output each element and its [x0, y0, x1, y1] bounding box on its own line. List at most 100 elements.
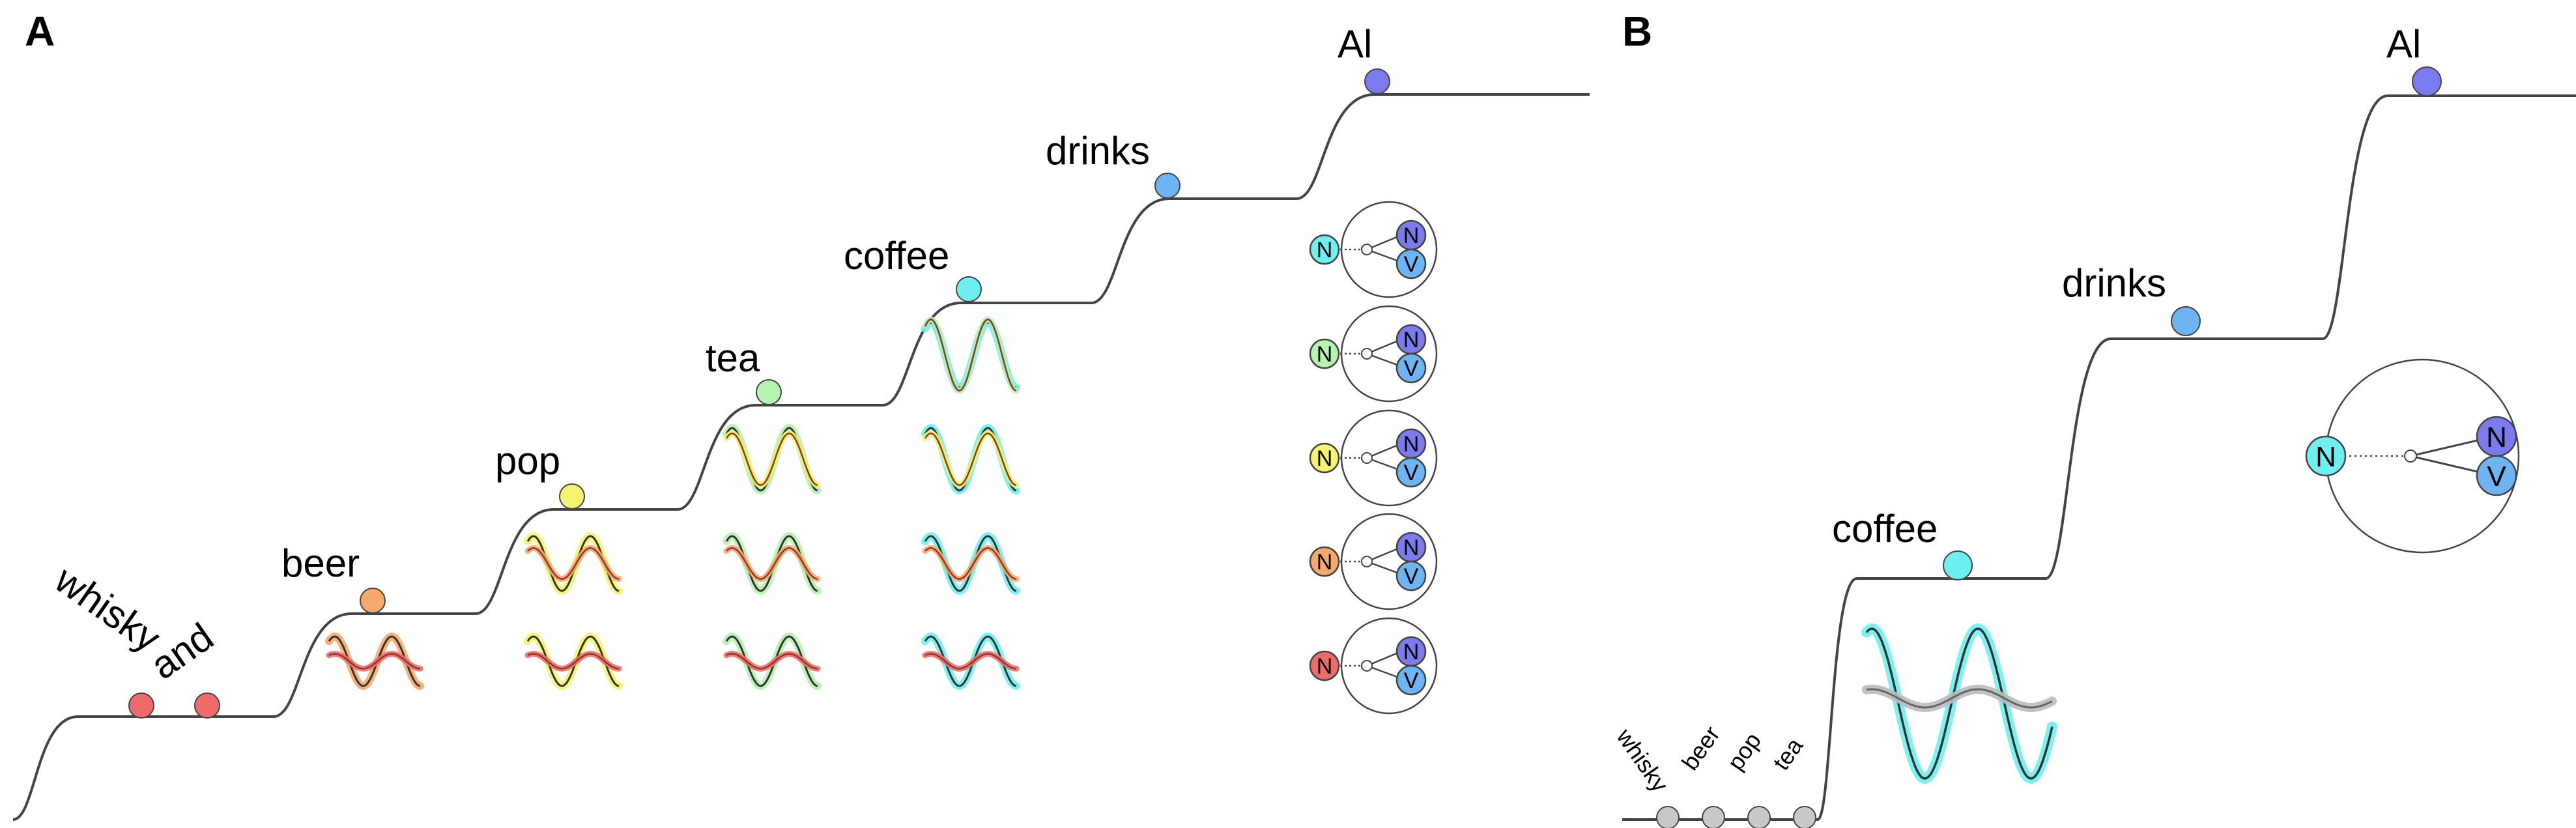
inner-wave-line	[726, 547, 818, 580]
wave-group	[921, 423, 1020, 495]
inner-wave-line	[328, 653, 421, 670]
wave-group	[524, 632, 623, 691]
node-v-label: V	[1404, 356, 1419, 381]
node-v-label-b: V	[2487, 461, 2506, 493]
node-left-label: N	[1317, 446, 1333, 471]
node-left-label: N	[1317, 654, 1333, 679]
word-dot-coffee	[956, 276, 982, 302]
inner-wave-line	[924, 547, 1017, 580]
node-left-label: N	[1317, 342, 1333, 367]
node-left	[1309, 234, 1340, 265]
panel-a-label: A	[25, 8, 55, 55]
gray-wave-line	[1866, 688, 2053, 709]
wave-group	[921, 632, 1020, 691]
inner-wave-line	[527, 653, 620, 670]
wave-group	[524, 532, 623, 595]
node-diagram: NNV	[1309, 409, 1438, 507]
word-label-tea: tea	[706, 336, 760, 380]
inner-wave-line	[527, 547, 620, 580]
word-label-pop: pop	[495, 439, 560, 483]
link-n-b	[2410, 436, 2489, 457]
panel-b-label: B	[1622, 8, 1652, 55]
node-diagram: NNV	[1309, 513, 1438, 610]
word-label-drinks: drinks	[1046, 129, 1150, 173]
wave-group	[921, 532, 1020, 595]
wave-group	[325, 632, 424, 691]
inner-wave-line	[924, 653, 1017, 670]
word-label-beer: beer	[281, 541, 360, 585]
hub-dot	[1361, 660, 1373, 672]
word-dot-al	[1364, 68, 1390, 94]
node-left	[1309, 442, 1340, 474]
hub-dot	[1361, 452, 1373, 464]
panel-b-node-diagram: NNV	[2305, 358, 2520, 554]
node-left-label: N	[1317, 550, 1333, 575]
word-label-b-coffee: coffee	[1832, 507, 1938, 550]
word-label-b-al: Al	[2386, 22, 2421, 66]
inner-wave-line	[726, 653, 818, 670]
node-n-label-b: N	[2486, 421, 2507, 453]
node-left	[1309, 650, 1340, 681]
panel-b-waves	[1861, 623, 2057, 784]
word-dot-b	[1943, 550, 1973, 580]
small-word-pop: pop	[1722, 728, 1766, 775]
node-left-b	[2305, 435, 2347, 477]
panel-a-waves	[325, 316, 1020, 691]
node-diagram: NNV	[1309, 617, 1438, 715]
node-v-label: V	[1404, 252, 1419, 277]
node-v-label: V	[1404, 461, 1419, 485]
node-left	[1309, 546, 1340, 577]
node-n-label: N	[1403, 640, 1420, 664]
panel-b-dots	[1656, 66, 2442, 828]
hub-dot-b	[2404, 450, 2417, 463]
inner-wave-line	[725, 433, 818, 486]
node-n-label: N	[1403, 328, 1420, 352]
word-dot-drinks	[1154, 173, 1181, 199]
node-v	[1395, 664, 1427, 696]
small-word-beer: beer	[1676, 721, 1725, 775]
small-word-whisky: whisky	[1611, 723, 1674, 797]
wave-group	[723, 423, 822, 495]
word-dot-tea	[756, 379, 782, 405]
wave-group	[921, 316, 1020, 394]
small-word-dot	[1656, 806, 1680, 828]
hub-dot	[1361, 348, 1373, 360]
wave-group	[723, 632, 822, 691]
small-word-dot	[1747, 806, 1771, 828]
node-diagram: NNV	[1309, 305, 1438, 403]
node-n-label: N	[1403, 535, 1420, 560]
node-v	[1395, 560, 1427, 592]
node-left-label-b: N	[2315, 441, 2336, 473]
word-dot-b	[2171, 306, 2201, 336]
inner-wave-line	[924, 319, 1017, 392]
word-dot-pop	[559, 483, 585, 509]
small-word-dot	[1702, 806, 1725, 828]
link-v-b	[2410, 455, 2489, 476]
small-word-tea: tea	[1767, 732, 1809, 775]
wave-group	[723, 532, 822, 595]
node-v	[1395, 457, 1427, 488]
node-v-label: V	[1404, 668, 1419, 693]
word-label-coffee: coffee	[844, 234, 949, 278]
node-v	[1395, 352, 1427, 384]
small-word-dot	[1793, 806, 1816, 828]
word-dot-and	[194, 692, 220, 719]
word-label-b-drinks: drinks	[2062, 261, 2166, 305]
hub-dot	[1361, 244, 1373, 255]
panel-b-words: coffee drinks Al	[1832, 22, 2421, 550]
word-dot-b	[2412, 66, 2442, 96]
word-dot-beer	[360, 588, 386, 614]
staircase-a	[12, 93, 1590, 821]
panel-b-small-words: whisky beer pop tea	[1611, 721, 1809, 797]
word-label-al: Al	[1338, 22, 1372, 66]
node-v	[1395, 248, 1427, 279]
staircase-b	[1622, 94, 2576, 821]
node-diagram: NNV	[1309, 201, 1438, 298]
inner-wave-line	[924, 433, 1017, 486]
node-v-label: V	[1404, 564, 1419, 589]
node-left-label: N	[1317, 238, 1333, 263]
node-n-label: N	[1403, 432, 1420, 457]
node-left	[1309, 338, 1340, 369]
